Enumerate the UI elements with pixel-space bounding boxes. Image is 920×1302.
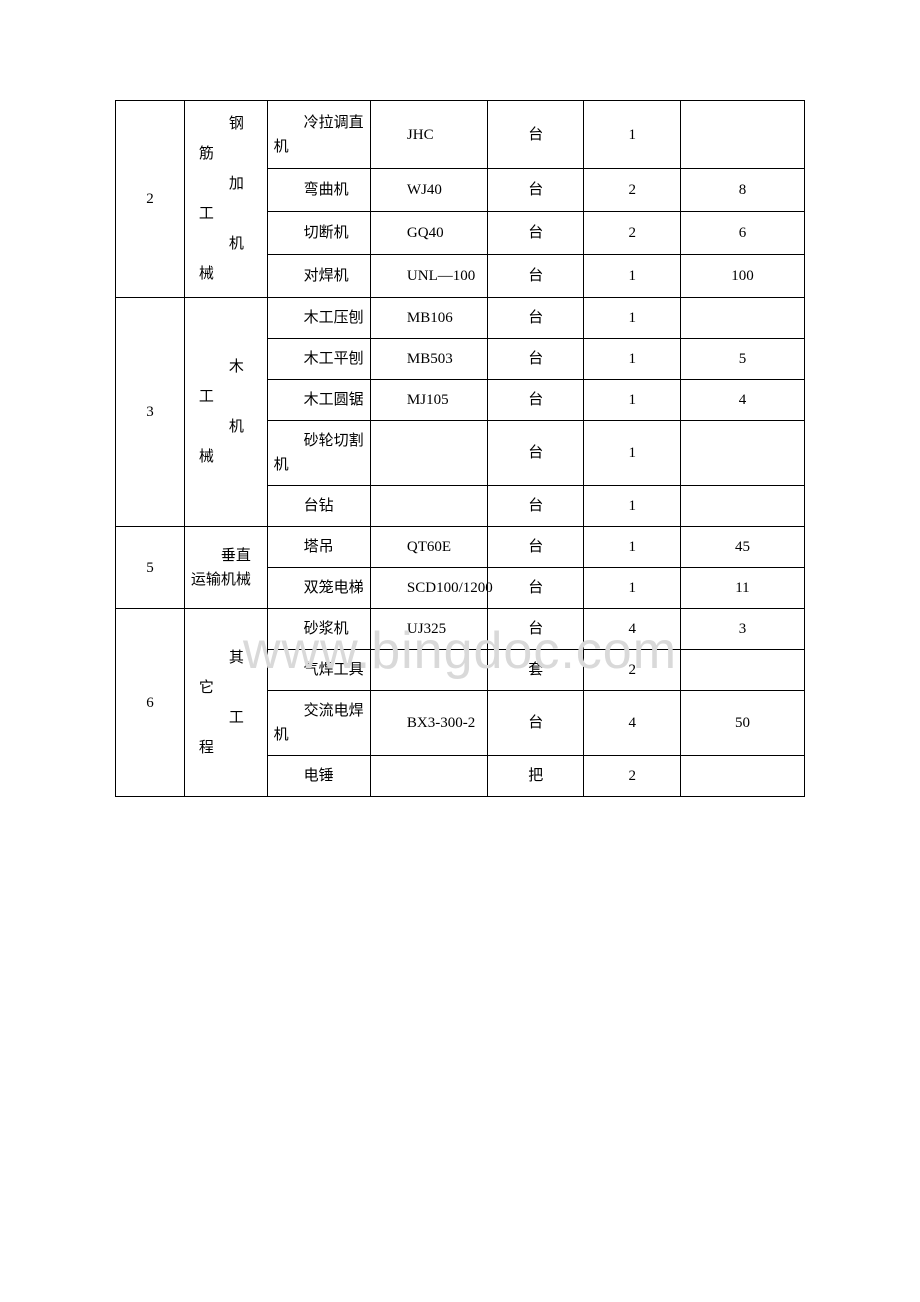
equipment-qty: 2 [584,212,680,255]
group-index: 3 [116,298,185,527]
equipment-name: 气焊工具 [267,650,370,691]
equipment-model: GQ40 [370,212,487,255]
equipment-name: 木工平刨 [267,339,370,380]
equipment-name: 砂轮切割机 [267,421,370,486]
equipment-table: 2 钢 筋 加 工 机 械 冷拉调直机 JHC 台 1 弯曲机 WJ40 台 2 [115,100,805,797]
table-body: 2 钢 筋 加 工 机 械 冷拉调直机 JHC 台 1 弯曲机 WJ40 台 2 [116,101,805,797]
table-row: 5 垂直运输机械 塔吊 QT60E 台 1 45 [116,527,805,568]
equipment-unit: 台 [488,380,584,421]
equipment-qty: 1 [584,101,680,169]
table-row: 3 木 工 机 械 木工压刨 MB106 台 1 [116,298,805,339]
equipment-model [370,756,487,797]
group-category: 垂直运输机械 [184,527,267,609]
equipment-spec [680,298,804,339]
equipment-unit: 套 [488,650,584,691]
table-row: 2 钢 筋 加 工 机 械 冷拉调直机 JHC 台 1 [116,101,805,169]
equipment-spec: 4 [680,380,804,421]
group-index: 2 [116,101,185,298]
equipment-unit: 台 [488,691,584,756]
equipment-spec: 5 [680,339,804,380]
equipment-model: WJ40 [370,169,487,212]
equipment-unit: 台 [488,339,584,380]
equipment-qty: 2 [584,650,680,691]
table-row: 6 其 它 工 程 砂浆机 UJ325 台 4 3 [116,609,805,650]
equipment-unit: 台 [488,255,584,298]
equipment-spec [680,756,804,797]
equipment-qty: 1 [584,527,680,568]
equipment-spec: 100 [680,255,804,298]
equipment-qty: 1 [584,421,680,486]
equipment-qty: 1 [584,339,680,380]
equipment-qty: 1 [584,568,680,609]
equipment-model [370,650,487,691]
equipment-unit: 台 [488,169,584,212]
equipment-qty: 4 [584,609,680,650]
equipment-unit: 台 [488,298,584,339]
equipment-name: 台钻 [267,486,370,527]
equipment-name: 交流电焊机 [267,691,370,756]
equipment-qty: 1 [584,486,680,527]
equipment-spec [680,101,804,169]
equipment-unit: 台 [488,527,584,568]
group-category: 钢 筋 加 工 机 械 [184,101,267,298]
equipment-name: 双笼电梯 [267,568,370,609]
equipment-qty: 1 [584,298,680,339]
equipment-model: UNL—100 [370,255,487,298]
equipment-qty: 2 [584,756,680,797]
equipment-model: MJ105 [370,380,487,421]
equipment-spec [680,650,804,691]
equipment-unit: 台 [488,609,584,650]
equipment-model: MB503 [370,339,487,380]
group-index: 6 [116,609,185,797]
equipment-name: 电锤 [267,756,370,797]
equipment-name: 木工压刨 [267,298,370,339]
equipment-unit: 台 [488,101,584,169]
equipment-name: 塔吊 [267,527,370,568]
equipment-name: 木工圆锯 [267,380,370,421]
equipment-unit: 台 [488,212,584,255]
equipment-name: 弯曲机 [267,169,370,212]
group-category: 其 它 工 程 [184,609,267,797]
equipment-model [370,486,487,527]
equipment-spec: 45 [680,527,804,568]
equipment-unit: 把 [488,756,584,797]
group-category: 木 工 机 械 [184,298,267,527]
equipment-spec [680,421,804,486]
equipment-qty: 1 [584,255,680,298]
equipment-model: MB106 [370,298,487,339]
equipment-model: QT60E [370,527,487,568]
equipment-unit: 台 [488,486,584,527]
equipment-model [370,421,487,486]
equipment-model: UJ325 [370,609,487,650]
equipment-unit: 台 [488,421,584,486]
equipment-name: 切断机 [267,212,370,255]
equipment-model: BX3-300-2 [370,691,487,756]
equipment-model: JHC [370,101,487,169]
equipment-spec: 3 [680,609,804,650]
equipment-name: 对焊机 [267,255,370,298]
equipment-name: 冷拉调直机 [267,101,370,169]
equipment-spec: 8 [680,169,804,212]
equipment-qty: 4 [584,691,680,756]
equipment-spec: 6 [680,212,804,255]
equipment-unit: 台 [488,568,584,609]
equipment-name: 砂浆机 [267,609,370,650]
equipment-spec: 50 [680,691,804,756]
equipment-model: SCD100/1200 [370,568,487,609]
equipment-qty: 2 [584,169,680,212]
equipment-spec: 11 [680,568,804,609]
equipment-qty: 1 [584,380,680,421]
equipment-spec [680,486,804,527]
group-index: 5 [116,527,185,609]
